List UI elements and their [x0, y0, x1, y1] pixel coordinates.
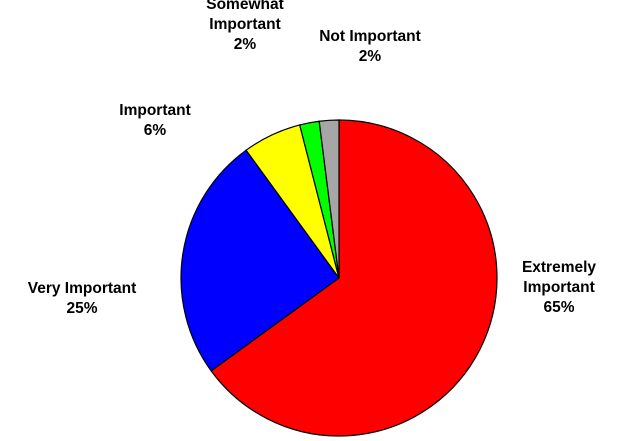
- label-name-important: Important: [119, 102, 190, 119]
- label-extremely-important: Extremely Important 65%: [522, 259, 596, 316]
- label-somewhat-important: Somewhat Important 2%: [206, 0, 284, 53]
- label-value-not-important: 2%: [359, 48, 382, 65]
- label-important: Important 6%: [119, 102, 190, 139]
- label-name-very-important: Very Important: [28, 280, 137, 297]
- label-value-very-important: 25%: [66, 300, 97, 317]
- label-very-important: Very Important 25%: [28, 280, 137, 317]
- label-name-extremely-important: Important: [523, 279, 594, 296]
- slice-very-important: [180, 149, 340, 372]
- slice-not-important: [318, 119, 340, 279]
- pie-slices: [180, 119, 498, 437]
- label-not-important: Not Important 2%: [319, 28, 421, 65]
- label-value-extremely-important: 65%: [543, 299, 574, 316]
- label-value-somewhat-important: 2%: [234, 36, 257, 53]
- label-name-extremely-important: Extremely: [522, 259, 596, 276]
- label-name-not-important: Not Important: [319, 28, 421, 45]
- label-value-important: 6%: [144, 122, 167, 139]
- label-name-somewhat-important: Important: [209, 16, 280, 33]
- pie-labels: Extremely Important 65% Very Important 25% Im…: [28, 0, 597, 317]
- slice-extremely-important: [210, 119, 498, 437]
- label-name-somewhat-important: Somewhat: [206, 0, 284, 13]
